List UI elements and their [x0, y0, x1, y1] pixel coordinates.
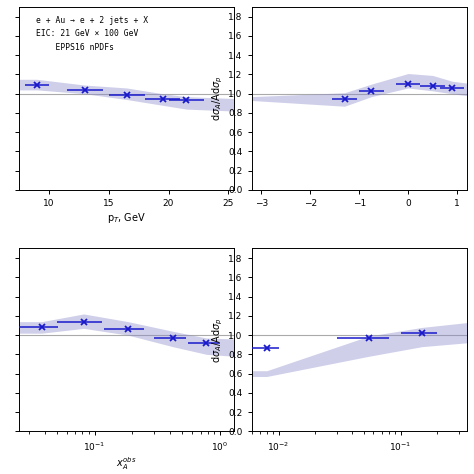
Y-axis label: d$\sigma_A$/Ad$\sigma_p$: d$\sigma_A$/Ad$\sigma_p$: [211, 317, 225, 363]
Text: e + Au → e + 2 jets + X
EIC: 21 GeV × 100 GeV
    EPPS16 nPDFs: e + Au → e + 2 jets + X EIC: 21 GeV × 10…: [36, 16, 148, 52]
X-axis label: $x_A^{obs}$: $x_A^{obs}$: [117, 456, 137, 473]
X-axis label: p$_T$, GeV: p$_T$, GeV: [107, 211, 146, 225]
Y-axis label: d$\sigma_A$/Ad$\sigma_p$: d$\sigma_A$/Ad$\sigma_p$: [211, 76, 225, 121]
